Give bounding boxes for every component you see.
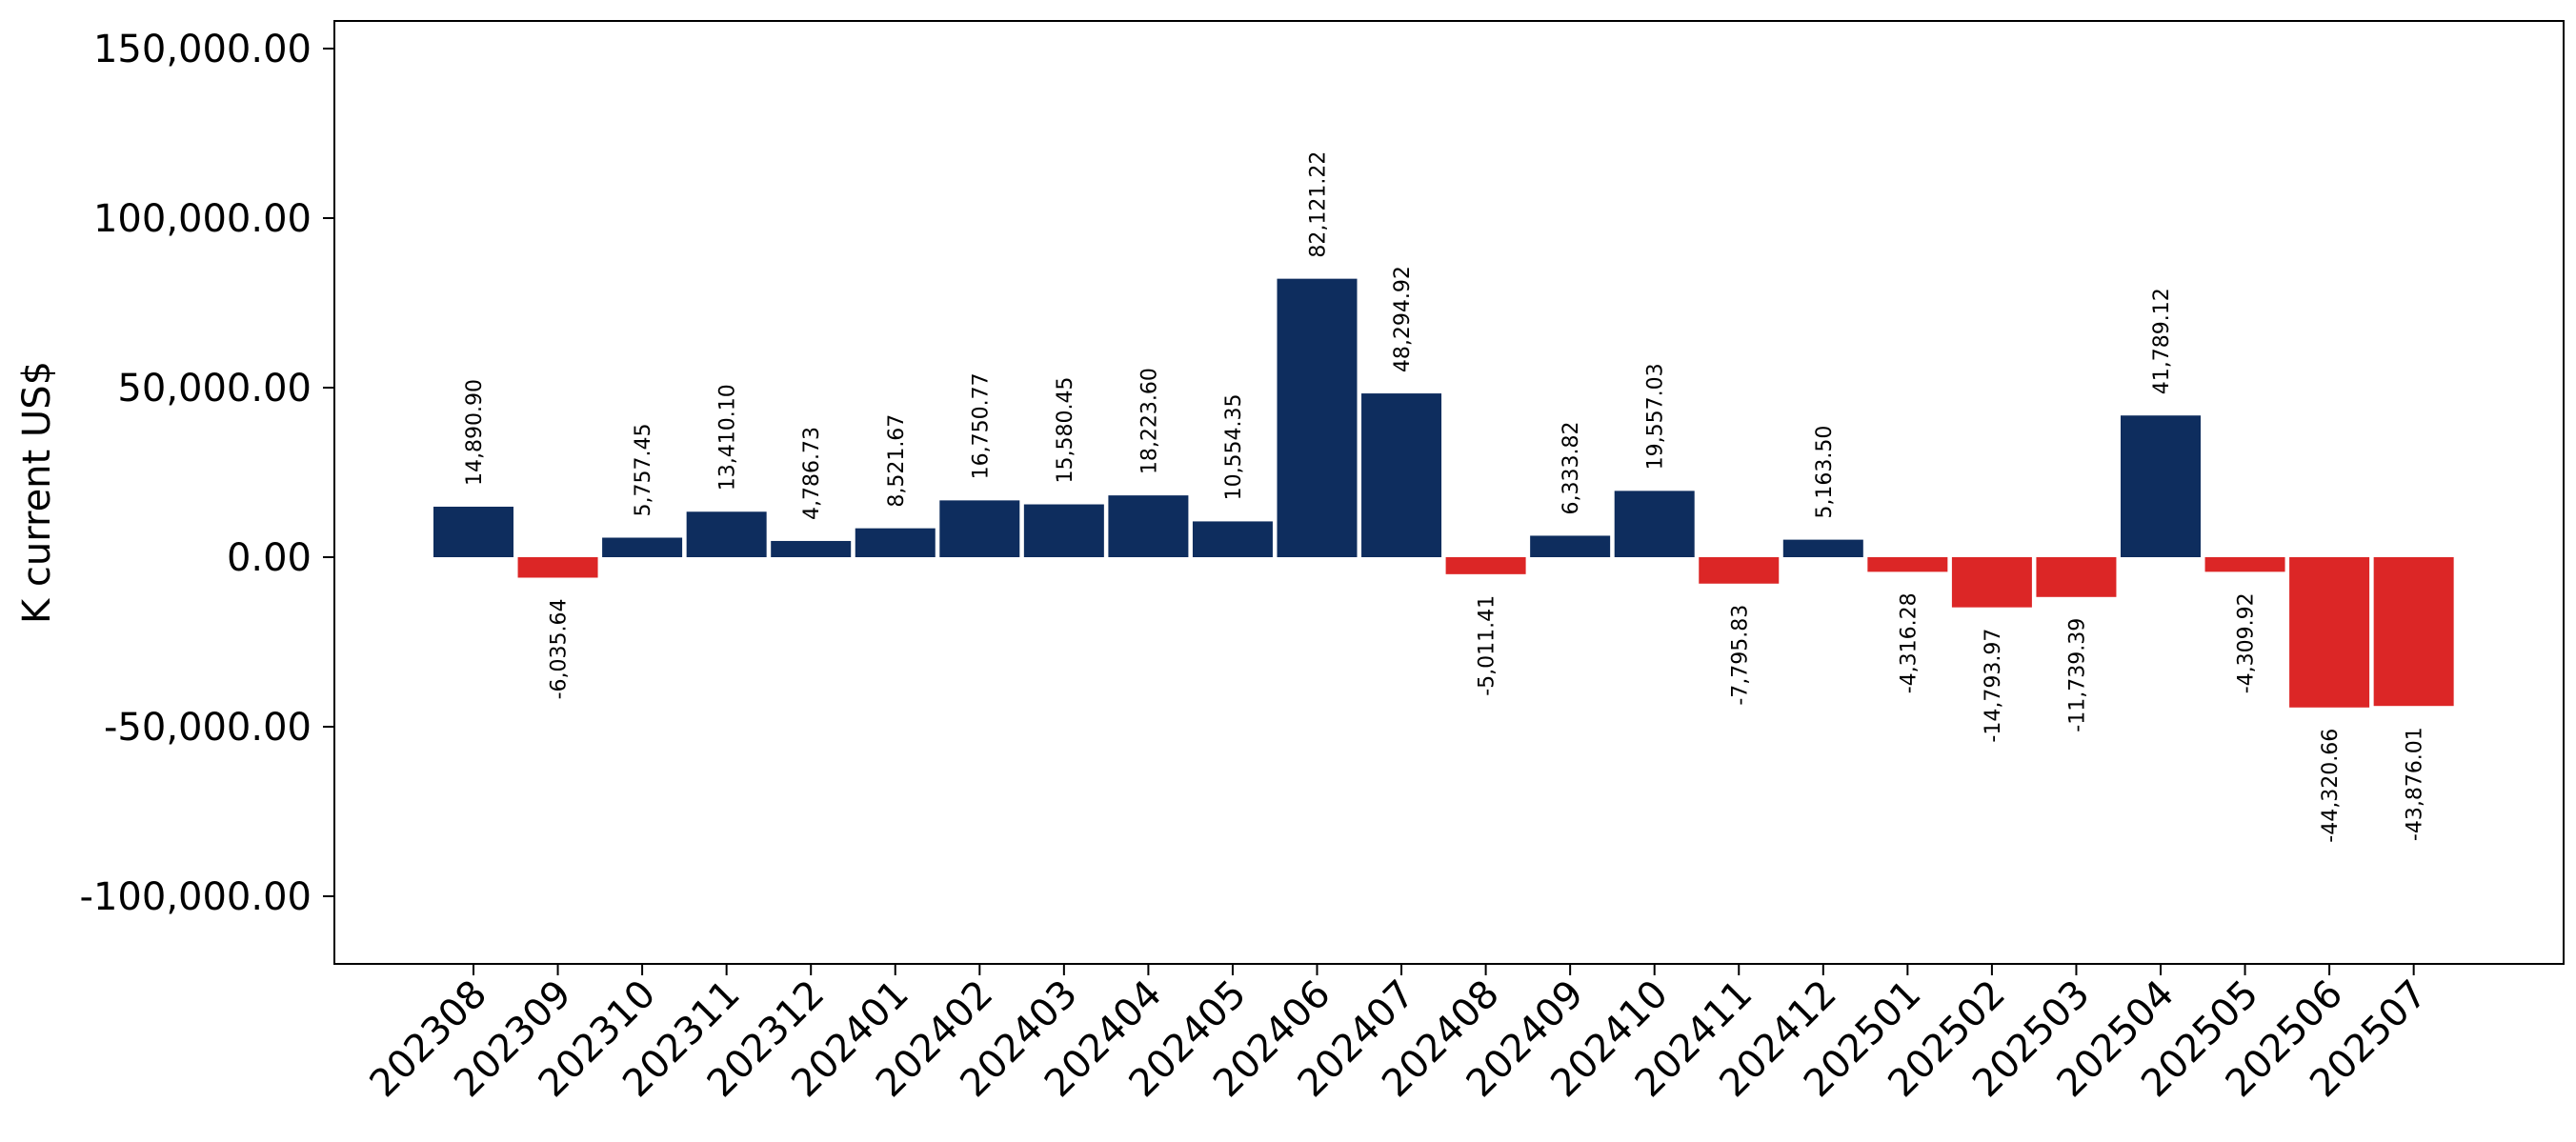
data-label-202503: -11,739.39 <box>2065 618 2089 732</box>
data-label-202505: -4,309.92 <box>2235 592 2259 693</box>
bar-202409 <box>1530 535 1611 557</box>
bar-202501 <box>1867 557 1948 572</box>
bar-202412 <box>1782 539 1863 557</box>
bar-202408 <box>1445 557 1526 574</box>
data-label-202407: 48,294.92 <box>1391 266 1415 372</box>
y-tick-label: -100,000.00 <box>80 875 312 919</box>
bar-202411 <box>1699 557 1780 584</box>
y-tick-label: 100,000.00 <box>93 197 312 241</box>
data-label-202404: 18,223.60 <box>1137 368 1161 474</box>
bar-202402 <box>939 500 1020 557</box>
y-tick-label: 50,000.00 <box>117 367 312 411</box>
bar-202507 <box>2373 557 2454 707</box>
plot-frame <box>333 20 2565 965</box>
y-tick-label: 0.00 <box>227 536 312 580</box>
data-label-202401: 8,521.67 <box>885 414 909 508</box>
bar-202505 <box>2204 557 2285 572</box>
data-label-202310: 5,757.45 <box>632 424 655 517</box>
data-label-202405: 10,554.35 <box>1222 393 1246 500</box>
data-label-202506: -44,320.66 <box>2319 729 2343 843</box>
data-label-202507: -43,876.01 <box>2404 727 2427 841</box>
bar-202308 <box>433 506 513 557</box>
bar-202502 <box>1951 557 2032 608</box>
data-label-202312: 4,786.73 <box>800 427 824 520</box>
y-tick-label: -50,000.00 <box>104 706 312 750</box>
data-label-202412: 5,163.50 <box>1813 426 1837 519</box>
data-label-202406: 82,121.22 <box>1307 151 1331 258</box>
data-label-202309: -6,035.64 <box>548 598 572 699</box>
bar-202311 <box>686 511 767 557</box>
data-label-202411: -7,795.83 <box>1728 605 1752 706</box>
bar-202312 <box>771 540 852 557</box>
bar-202406 <box>1277 278 1358 557</box>
bar-202506 <box>2289 557 2370 708</box>
data-label-202308: 14,890.90 <box>463 379 487 486</box>
bar-202503 <box>2036 557 2117 597</box>
bar-202401 <box>855 528 936 557</box>
bar-202504 <box>2121 415 2201 557</box>
y-axis-label: K current US$ <box>15 361 59 624</box>
data-label-202403: 15,580.45 <box>1054 377 1077 484</box>
bar-202410 <box>1614 491 1695 557</box>
data-label-202408: -5,011.41 <box>1476 595 1499 696</box>
bar-202403 <box>1023 504 1104 557</box>
bar-202404 <box>1108 495 1189 557</box>
bar-202405 <box>1192 521 1273 557</box>
bar-202310 <box>602 537 683 557</box>
y-tick-label: 150,000.00 <box>93 28 312 71</box>
data-label-202409: 6,333.82 <box>1560 421 1583 514</box>
bar-202407 <box>1361 393 1442 557</box>
data-labels: 14,890.90 -6,035.64 5,757.45 13,410.10 4,786… <box>463 151 2427 843</box>
data-label-202311: 13,410.10 <box>716 384 740 491</box>
data-label-202502: -14,793.97 <box>1982 629 2005 743</box>
bars <box>433 278 2454 708</box>
data-label-202410: 19,557.03 <box>1644 363 1668 470</box>
data-label-202501: -4,316.28 <box>1897 592 1921 693</box>
data-label-202402: 16,750.77 <box>969 372 993 479</box>
bar-202309 <box>517 557 598 578</box>
data-label-202504: 41,789.12 <box>2150 288 2174 394</box>
y-axis-ticks: 150,000.00 100,000.00 50,000.00 0.00 -50,000… <box>80 28 334 919</box>
